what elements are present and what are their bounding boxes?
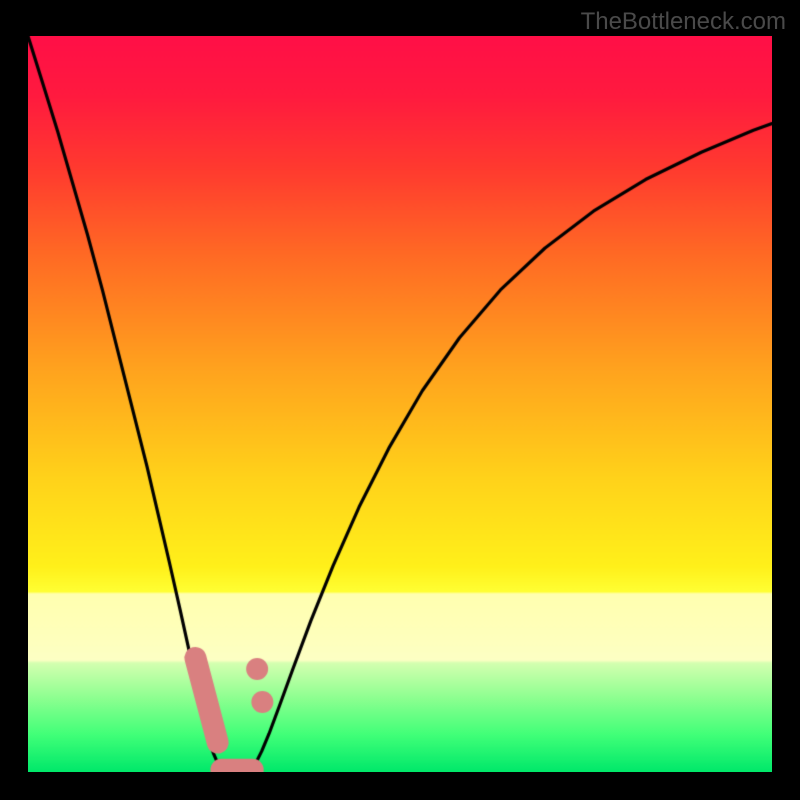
bottleneck-curve-plot: [28, 36, 772, 772]
watermark-text: TheBottleneck.com: [581, 8, 786, 36]
chart-frame: [28, 36, 772, 772]
